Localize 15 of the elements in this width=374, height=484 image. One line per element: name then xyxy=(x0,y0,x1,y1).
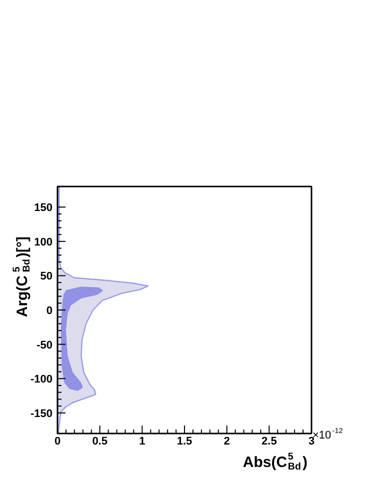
y-tick-label: 100 xyxy=(34,236,53,248)
y-tick-label: -100 xyxy=(30,374,53,386)
x-tick-label: 1 xyxy=(139,436,146,448)
x-tick-label: 3 xyxy=(308,436,315,448)
y-tick-label: 150 xyxy=(34,202,53,214)
x-tick-label: 1.5 xyxy=(176,436,192,448)
y-tick-label: -150 xyxy=(30,408,53,420)
y-tick-label: 50 xyxy=(40,270,53,283)
x-tick-label: 2.5 xyxy=(262,436,277,448)
y-tick-label: -50 xyxy=(36,339,53,352)
y-axis-title: Arg(C5Bd)[°] xyxy=(11,236,32,318)
x-tick-label: 2 xyxy=(224,436,230,448)
x-tick-label: 0.5 xyxy=(92,436,108,448)
y-tick-label: 0 xyxy=(46,305,53,317)
x-tick-label: 0 xyxy=(54,436,61,448)
